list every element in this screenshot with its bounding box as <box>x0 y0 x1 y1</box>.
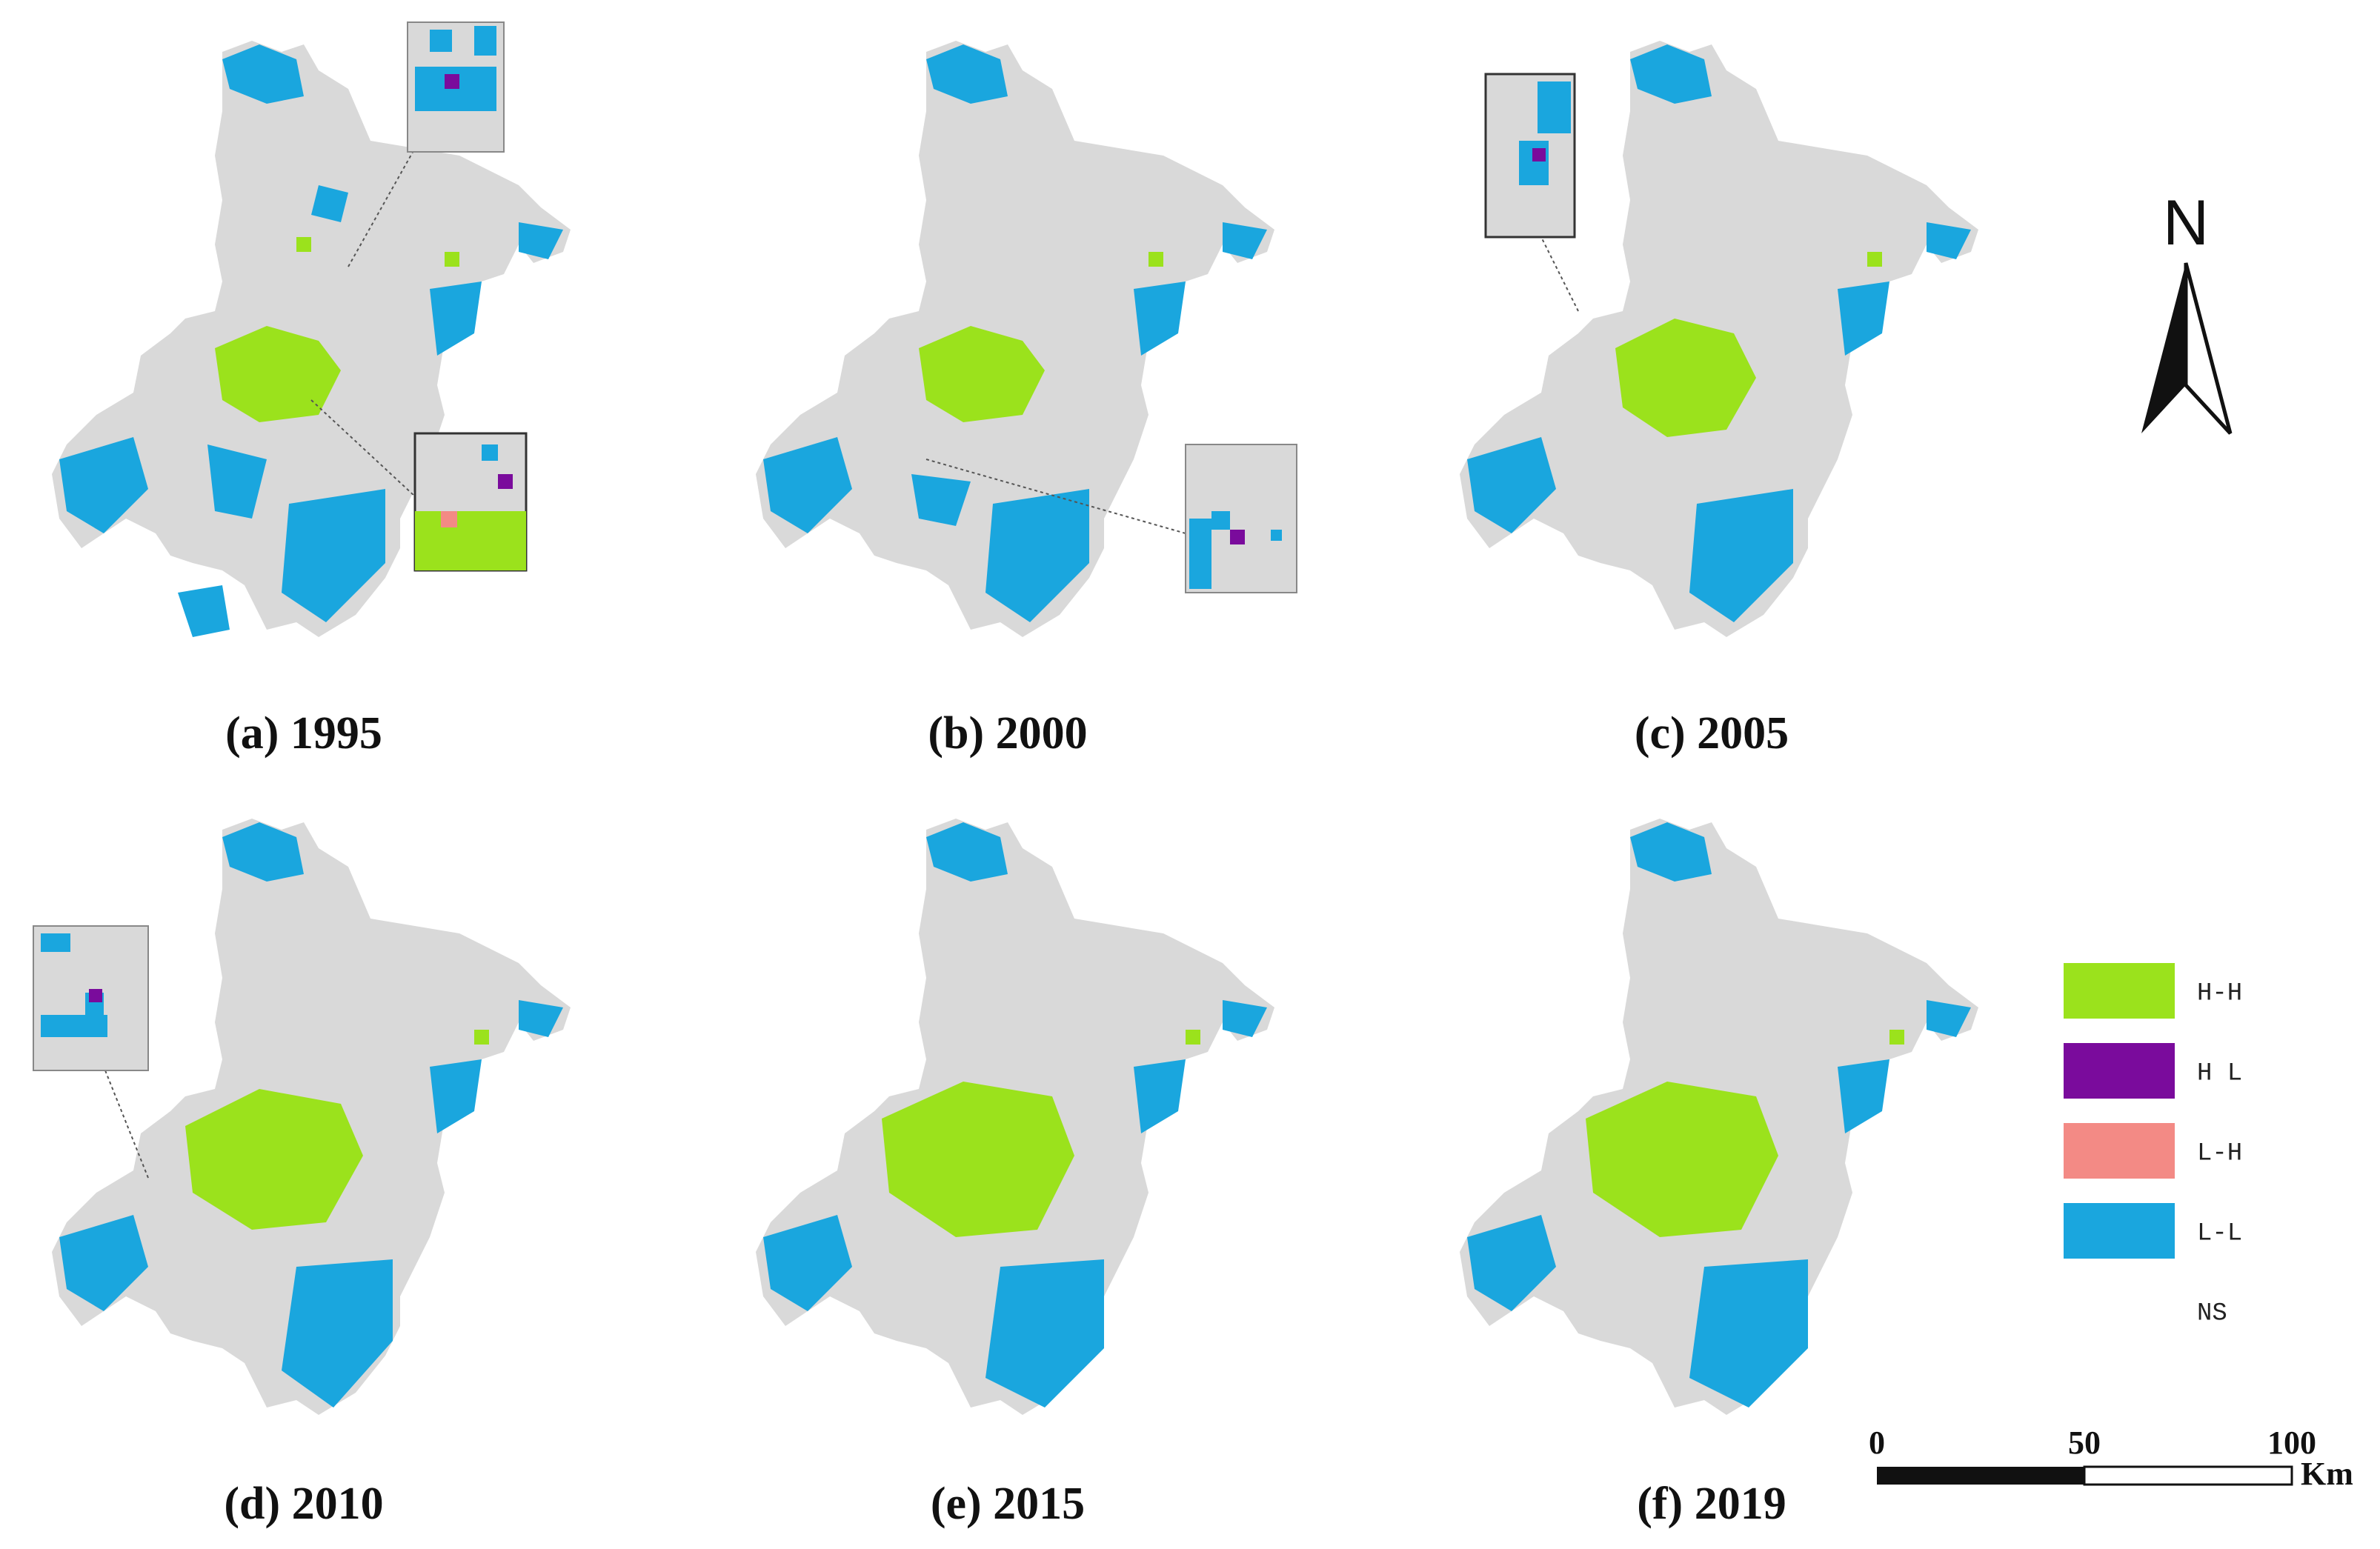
panel-caption: (c) 2005 <box>1635 708 1789 759</box>
scale-bar: 0 50 100 Km <box>1869 1425 2353 1492</box>
scale-tick-label: 50 <box>2068 1425 2101 1461</box>
panel-caption: (e) 2015 <box>931 1479 1085 1529</box>
legend-label: L-H <box>2197 1140 2242 1168</box>
legend-swatch-h-l <box>2064 1043 2175 1099</box>
legend-swatch-l-l <box>2064 1203 2175 1259</box>
map-panel-2005: (c) 2005 <box>1460 41 1978 759</box>
map-panel-2019: (f) 2019 <box>1460 819 1978 1529</box>
hh-core <box>1586 1030 1904 1237</box>
scale-unit: Km <box>2301 1456 2353 1492</box>
map-panel-2000: (b) 2000 <box>756 41 1297 759</box>
scale-tick-label: 100 <box>2267 1425 2316 1461</box>
ll-clusters <box>1467 44 1971 622</box>
legend-swatch-l-h <box>2064 1123 2175 1179</box>
panel-caption: (f) 2019 <box>1637 1479 1786 1529</box>
legend-label: NS <box>2197 1300 2227 1328</box>
zoom-inset <box>33 925 149 1179</box>
hh-core <box>215 237 459 422</box>
legend-label: H-H <box>2197 980 2242 1008</box>
scale-tick-label: 0 <box>1869 1425 1885 1461</box>
map-panel-1995: (a) 1995 <box>52 21 571 759</box>
panel-caption: (d) 2010 <box>224 1479 383 1529</box>
panel-caption: (a) 1995 <box>225 708 382 759</box>
hh-core <box>185 1030 489 1230</box>
ll-clusters <box>59 44 563 637</box>
legend-label: H L <box>2197 1060 2242 1088</box>
zoom-inset <box>1484 73 1579 312</box>
ll-clusters <box>763 44 1267 622</box>
map-panel-2015: (e) 2015 <box>756 819 1274 1529</box>
legend-label: L-L <box>2197 1220 2242 1248</box>
north-arrow: N <box>2141 187 2233 435</box>
scale-bar-empty-segment <box>2083 1465 2293 1486</box>
zoom-inset <box>348 21 505 267</box>
ll-clusters <box>763 822 1267 1408</box>
legend-swatch-h-h <box>2064 963 2175 1019</box>
hh-core <box>919 252 1163 422</box>
north-arrow-icon <box>2141 262 2233 435</box>
hh-core <box>1615 252 1882 437</box>
zoom-inset <box>310 399 528 572</box>
scale-bar-filled-segment <box>1877 1467 2084 1485</box>
ll-clusters <box>1467 822 1971 1408</box>
map-panel-2010: (d) 2010 <box>33 819 571 1529</box>
north-label: N <box>2163 187 2209 259</box>
panel-caption: (b) 2000 <box>928 708 1087 759</box>
legend: H-H H L L-H L-L NS <box>2064 963 2242 1328</box>
hh-core <box>882 1030 1200 1237</box>
ll-clusters <box>59 822 563 1408</box>
zoom-inset <box>925 444 1297 593</box>
